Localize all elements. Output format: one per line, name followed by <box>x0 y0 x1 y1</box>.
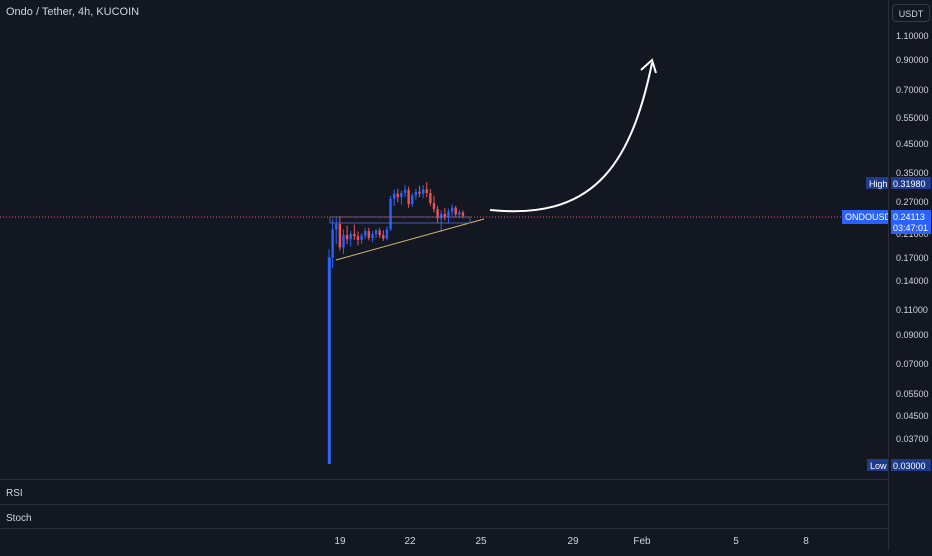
candle-body <box>389 198 392 230</box>
stoch-label: Stoch <box>6 513 32 524</box>
chart-area[interactable]: Ondo / Tether, 4h, KUCOIN <box>0 0 888 479</box>
candle-body <box>414 191 418 196</box>
candle-body <box>447 211 450 218</box>
rsi-label: RSI <box>6 488 23 499</box>
candle-body <box>327 257 331 464</box>
candles-group <box>327 182 465 464</box>
price-tick: 0.09000 <box>896 330 929 340</box>
candle-body <box>436 209 439 219</box>
price-tick: 0.05500 <box>896 389 929 399</box>
candle-body <box>364 231 367 236</box>
symbol-title[interactable]: Ondo / Tether, 4h, KUCOIN <box>6 6 140 18</box>
last-price-value: 0.24113 <box>893 212 925 222</box>
candle-body <box>349 233 352 240</box>
candle-body <box>374 230 378 234</box>
high-value: 0.31980 <box>893 179 926 189</box>
candle-body <box>338 224 342 248</box>
candle-body <box>371 233 374 239</box>
candle-body <box>345 235 349 240</box>
candle-body <box>458 212 461 215</box>
candle-body <box>335 224 338 230</box>
candle-body <box>440 213 443 219</box>
candle-body <box>429 192 432 204</box>
candle-body <box>443 213 447 218</box>
candle-body <box>425 189 428 193</box>
low-value-badge <box>891 459 931 471</box>
candle-body <box>418 191 421 194</box>
time-label: 22 <box>404 536 416 547</box>
candle-body <box>403 189 407 193</box>
low-value: 0.03000 <box>893 461 926 471</box>
price-tick: 0.55000 <box>896 113 929 123</box>
price-tick: 0.07000 <box>896 359 929 369</box>
candle-body <box>400 192 403 198</box>
price-tick: 0.11000 <box>896 305 928 315</box>
time-label: 25 <box>475 536 487 547</box>
arrow-head-icon <box>640 58 657 74</box>
candle-body <box>392 193 396 199</box>
rsi-pane[interactable]: RSI <box>0 479 888 504</box>
price-tick: 0.45000 <box>896 139 929 149</box>
candle-body <box>454 207 457 215</box>
candle-body <box>331 229 334 258</box>
time-label: 19 <box>334 536 346 547</box>
candle-body <box>421 189 425 194</box>
candle-body <box>378 230 381 236</box>
candle-body <box>360 235 363 240</box>
candle-body <box>432 203 436 210</box>
time-axis[interactable]: 19 22 25 29 Feb 5 8 <box>0 528 888 550</box>
time-label: 29 <box>567 536 579 547</box>
last-price-badge <box>891 210 931 234</box>
candle-body <box>353 233 356 237</box>
price-scale[interactable]: 1.10000 0.90000 0.70000 0.55000 0.45000 … <box>888 0 932 550</box>
price-tick: 0.35000 <box>896 168 929 178</box>
candle-body <box>356 236 360 240</box>
stoch-pane[interactable]: Stoch <box>0 504 888 528</box>
price-tick: 0.90000 <box>896 55 929 65</box>
price-tick: 0.14000 <box>896 276 929 286</box>
candle-body <box>382 235 385 239</box>
candle-body <box>385 229 389 239</box>
candlestick-chart[interactable] <box>0 0 888 479</box>
price-tick: 0.70000 <box>896 85 929 95</box>
price-tick: 0.17000 <box>896 253 929 263</box>
candle-body <box>342 235 345 248</box>
time-label: 8 <box>803 536 809 547</box>
countdown-timer: 03:47:01 <box>893 223 928 233</box>
range-box <box>329 216 471 224</box>
candle-body <box>367 231 371 239</box>
trendline <box>335 218 485 261</box>
candle-body <box>461 212 465 216</box>
high-value-badge <box>891 177 931 189</box>
candle-body <box>396 193 399 198</box>
price-tick: 1.10000 <box>896 31 929 41</box>
forecast-arrow <box>489 62 653 213</box>
time-label: 5 <box>733 536 739 547</box>
currency-button[interactable]: USDT <box>892 4 930 22</box>
candle-body <box>411 195 414 205</box>
price-tick: 0.27000 <box>896 197 929 207</box>
time-label: Feb <box>633 536 651 547</box>
price-tick: 0.04500 <box>896 411 929 421</box>
price-tick: 0.03700 <box>896 434 929 444</box>
candle-body <box>407 189 410 205</box>
candle-body <box>450 207 454 212</box>
